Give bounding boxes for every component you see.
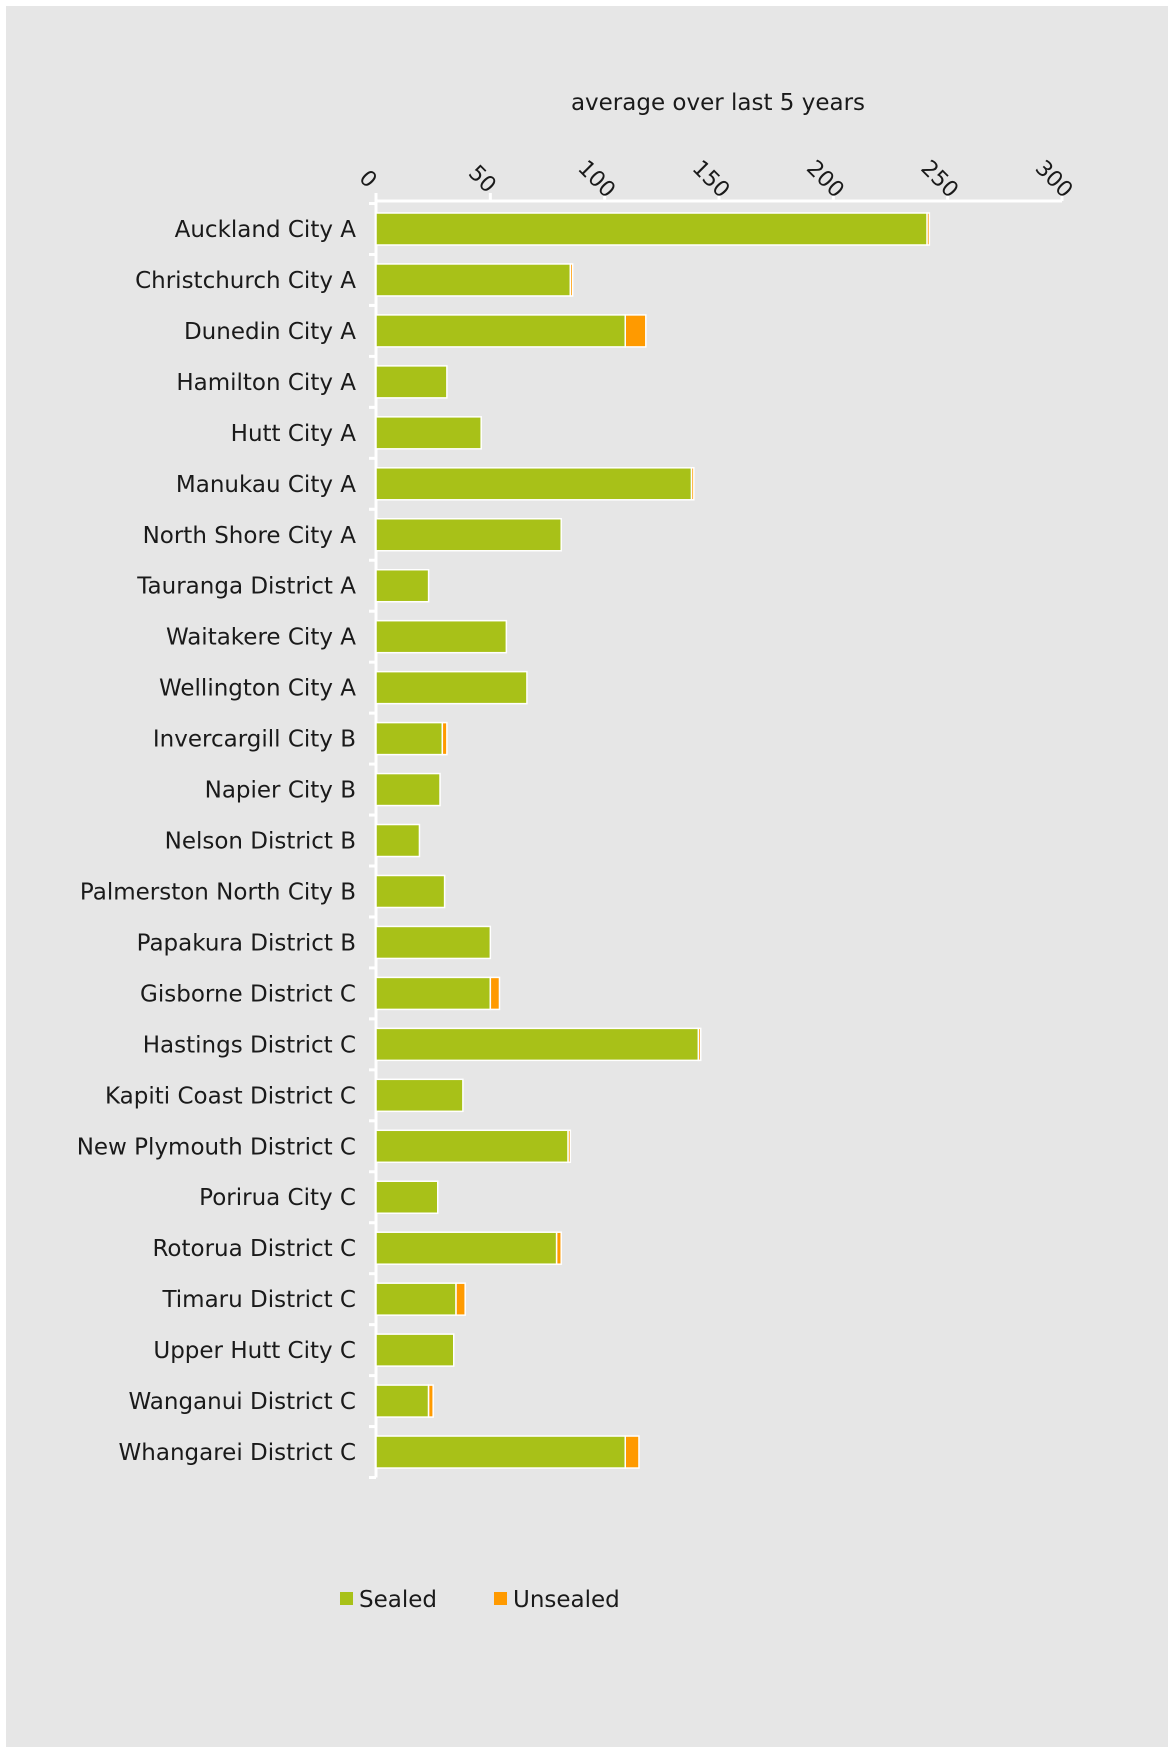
- bar-sealed-auckland-city-a[interactable]: [376, 213, 927, 245]
- bar-unsealed-rotorua-district-c[interactable]: [557, 1232, 562, 1264]
- legend-label-sealed: Sealed: [359, 1587, 437, 1613]
- bar-sealed-napier-city-b[interactable]: [376, 774, 440, 806]
- bar-sealed-wanganui-district-c[interactable]: [376, 1385, 429, 1417]
- bar-sealed-nelson-district-b[interactable]: [376, 825, 419, 857]
- bar-sealed-whangarei-district-c[interactable]: [376, 1436, 625, 1468]
- bar-unsealed-manukau-city-a[interactable]: [692, 468, 694, 500]
- bar-sealed-palmerston-north-city-b[interactable]: [376, 875, 445, 907]
- category-label-christchurch-city-a: Christchurch City A: [135, 268, 356, 294]
- bar-sealed-north-shore-city-a[interactable]: [376, 519, 561, 551]
- bar-sealed-new-plymouth-district-c[interactable]: [376, 1130, 568, 1162]
- bar-sealed-kapiti-coast-district-c[interactable]: [376, 1079, 463, 1111]
- category-label-gisborne-district-c: Gisborne District C: [140, 981, 356, 1007]
- category-label-rotorua-district-c: Rotorua District C: [152, 1236, 356, 1262]
- category-label-wanganui-district-c: Wanganui District C: [129, 1389, 356, 1415]
- category-label-nelson-district-b: Nelson District B: [165, 829, 356, 855]
- category-label-hastings-district-c: Hastings District C: [143, 1032, 356, 1058]
- bar-sealed-porirua-city-c[interactable]: [376, 1181, 438, 1213]
- bar-sealed-gisborne-district-c[interactable]: [376, 977, 490, 1009]
- x-tick-label-100: 100: [573, 156, 620, 203]
- bar-sealed-invercargill-city-b[interactable]: [376, 723, 442, 755]
- bar-unsealed-dunedin-city-a[interactable]: [625, 315, 646, 347]
- x-tick-label-200: 200: [801, 156, 848, 203]
- category-label-dunedin-city-a: Dunedin City A: [184, 319, 356, 345]
- bar-unsealed-timaru-district-c[interactable]: [456, 1283, 465, 1315]
- bar-sealed-dunedin-city-a[interactable]: [376, 315, 625, 347]
- bar-unsealed-new-plymouth-district-c[interactable]: [568, 1130, 570, 1162]
- bar-unsealed-wanganui-district-c[interactable]: [429, 1385, 434, 1417]
- category-label-waitakere-city-a: Waitakere City A: [166, 625, 356, 651]
- bar-sealed-hastings-district-c[interactable]: [376, 1028, 698, 1060]
- legend-swatch-unsealed: [494, 1592, 507, 1605]
- bar-unsealed-whangarei-district-c[interactable]: [625, 1436, 639, 1468]
- bar-sealed-hutt-city-a[interactable]: [376, 417, 481, 449]
- category-label-palmerston-north-city-b: Palmerston North City B: [80, 879, 356, 905]
- category-label-manukau-city-a: Manukau City A: [176, 472, 356, 498]
- category-label-wellington-city-a: Wellington City A: [159, 676, 356, 702]
- category-label-napier-city-b: Napier City B: [205, 778, 356, 804]
- legend-swatch-sealed: [340, 1592, 353, 1605]
- category-label-porirua-city-c: Porirua City C: [199, 1185, 356, 1211]
- category-label-tauranga-district-a: Tauranga District A: [136, 574, 356, 600]
- bar-unsealed-auckland-city-a[interactable]: [927, 213, 929, 245]
- bar-unsealed-invercargill-city-b[interactable]: [442, 723, 447, 755]
- bar-sealed-waitakere-city-a[interactable]: [376, 621, 506, 653]
- bar-sealed-timaru-district-c[interactable]: [376, 1283, 456, 1315]
- x-tick-label-50: 50: [463, 161, 500, 198]
- x-tick-label-300: 300: [1030, 156, 1077, 203]
- category-label-hutt-city-a: Hutt City A: [231, 421, 357, 447]
- bar-sealed-wellington-city-a[interactable]: [376, 672, 527, 704]
- category-label-papakura-district-b: Papakura District B: [137, 930, 356, 956]
- bar-sealed-tauranga-district-a[interactable]: [376, 570, 429, 602]
- category-label-north-shore-city-a: North Shore City A: [143, 523, 357, 549]
- bar-sealed-papakura-district-b[interactable]: [376, 926, 490, 958]
- bar-sealed-upper-hutt-city-c[interactable]: [376, 1334, 454, 1366]
- x-tick-label-0: 0: [354, 166, 382, 194]
- x-axis-title: average over last 5 years: [571, 90, 865, 116]
- bar-sealed-hamilton-city-a[interactable]: [376, 366, 447, 398]
- bar-sealed-christchurch-city-a[interactable]: [376, 264, 570, 296]
- bar-unsealed-hastings-district-c[interactable]: [698, 1028, 700, 1060]
- bar-sealed-rotorua-district-c[interactable]: [376, 1232, 557, 1264]
- bar-sealed-manukau-city-a[interactable]: [376, 468, 692, 500]
- category-label-invercargill-city-b: Invercargill City B: [153, 727, 356, 753]
- bar-unsealed-christchurch-city-a[interactable]: [570, 264, 572, 296]
- category-label-whangarei-district-c: Whangarei District C: [119, 1440, 356, 1466]
- bar-unsealed-gisborne-district-c[interactable]: [490, 977, 499, 1009]
- category-label-kapiti-coast-district-c: Kapiti Coast District C: [105, 1083, 356, 1109]
- x-tick-label-250: 250: [916, 156, 963, 203]
- category-label-upper-hutt-city-c: Upper Hutt City C: [153, 1338, 356, 1364]
- legend-label-unsealed: Unsealed: [513, 1587, 620, 1613]
- x-tick-label-150: 150: [687, 156, 734, 203]
- category-label-timaru-district-c: Timaru District C: [161, 1287, 356, 1313]
- category-label-auckland-city-a: Auckland City A: [175, 217, 357, 243]
- category-label-hamilton-city-a: Hamilton City A: [176, 370, 356, 396]
- category-label-new-plymouth-district-c: New Plymouth District C: [77, 1134, 356, 1160]
